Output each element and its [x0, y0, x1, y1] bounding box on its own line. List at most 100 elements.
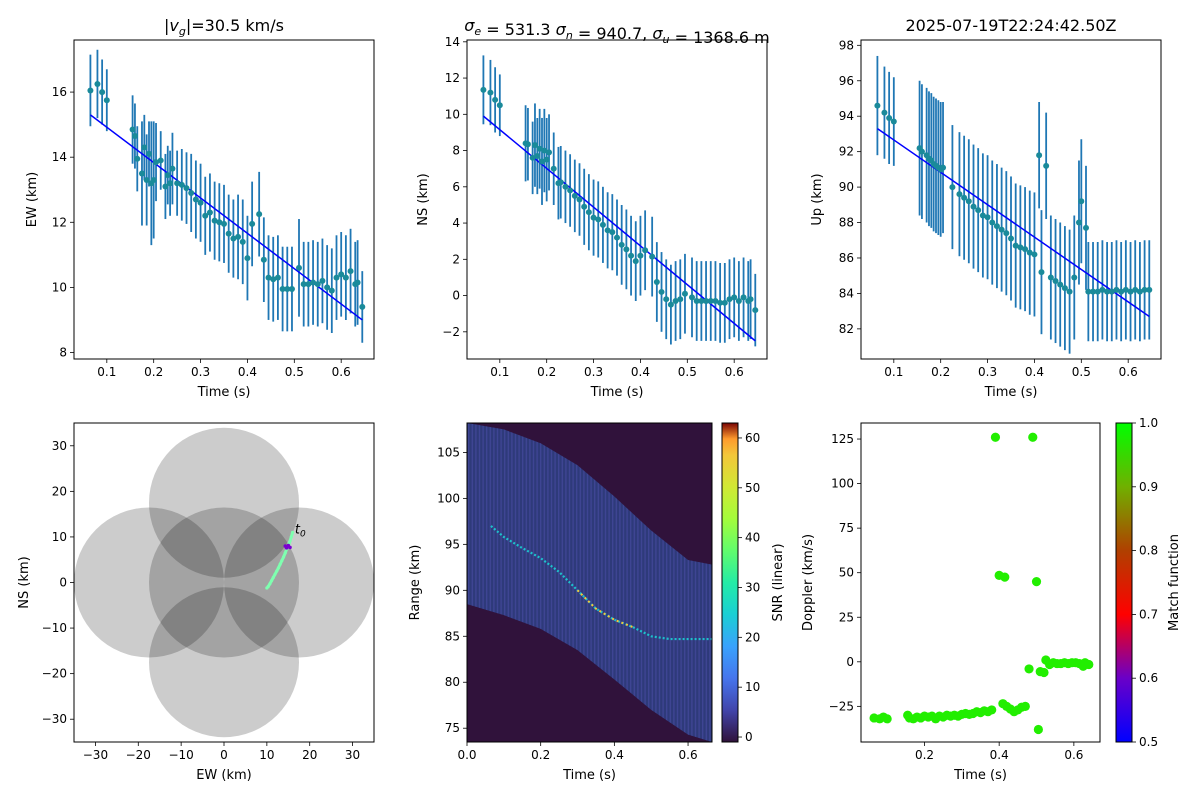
- y-tick-label: 2: [452, 252, 460, 266]
- data-point: [576, 196, 583, 203]
- data-point: [1036, 152, 1043, 159]
- x-tick-label: −10: [168, 748, 193, 762]
- track-point: [265, 586, 269, 590]
- track-point: [288, 539, 292, 543]
- data-point: [305, 281, 312, 288]
- data-point: [698, 298, 705, 304]
- data-point: [492, 96, 499, 103]
- data-point: [653, 278, 660, 285]
- data-point: [1078, 198, 1085, 205]
- colorbar-tick-label: 1.0: [1139, 416, 1158, 430]
- y-axis-label: Doppler (km/s): [801, 534, 816, 631]
- data-point: [153, 159, 160, 166]
- data-point: [103, 97, 110, 104]
- data-point: [244, 255, 251, 262]
- data-point: [731, 294, 738, 301]
- colorbar-tick-label: 40: [745, 531, 760, 545]
- data-point: [1043, 162, 1050, 169]
- data-point: [211, 217, 218, 224]
- colorbar-tick-label: 60: [745, 431, 760, 445]
- data-point: [693, 298, 700, 304]
- data-point: [1031, 251, 1038, 258]
- data-point: [1008, 235, 1014, 242]
- x-tick-label: 0.4: [990, 748, 1009, 762]
- data-point: [1003, 230, 1010, 237]
- y-tick-label: 85: [445, 629, 460, 643]
- data-point: [319, 277, 326, 284]
- data-point: [265, 274, 272, 281]
- colorbar-tick-label: 0: [745, 730, 753, 744]
- x-tick-label: 10: [259, 748, 274, 762]
- y-axis-label: NS (km): [17, 556, 32, 608]
- data-point: [174, 180, 181, 187]
- data-point: [890, 118, 897, 125]
- data-point: [677, 296, 684, 303]
- y-tick-label: 82: [839, 322, 854, 336]
- colorbar-tick-label: 0.7: [1139, 607, 1158, 621]
- data-point: [550, 165, 557, 172]
- x-tick-label: −30: [83, 748, 108, 762]
- data-point: [178, 181, 185, 188]
- y-tick-label: 50: [839, 566, 854, 580]
- y-tick-label: 98: [839, 38, 854, 52]
- data-point: [338, 271, 345, 278]
- x-tick-label: 0.2: [144, 365, 163, 379]
- track-point: [269, 579, 274, 583]
- data-point: [480, 86, 487, 93]
- y-tick-label: 6: [452, 180, 460, 194]
- data-point: [970, 203, 977, 210]
- data-point: [531, 142, 538, 149]
- plot-frame: [466, 39, 768, 360]
- data-point: [989, 219, 996, 226]
- colorbar-label: Match function: [1167, 534, 1182, 631]
- data-point: [314, 281, 321, 288]
- fit-line: [89, 114, 363, 321]
- y-tick-label: 10: [52, 280, 67, 294]
- data-point: [599, 221, 606, 228]
- data-point: [1066, 288, 1073, 295]
- x-axis-label: Time (s): [562, 768, 616, 783]
- x-tick-label: 0.2: [931, 365, 950, 379]
- track-point: [280, 559, 284, 563]
- doppler-point: [1084, 659, 1094, 670]
- track-point: [273, 572, 277, 576]
- data-point: [1017, 244, 1024, 251]
- data-point: [562, 183, 569, 190]
- data-point: [162, 183, 169, 190]
- y-tick-label: 86: [839, 251, 854, 265]
- data-point: [529, 154, 536, 161]
- colorbar-tick-label: 0.5: [1139, 735, 1158, 749]
- data-point: [539, 158, 545, 165]
- doppler-point: [1000, 572, 1010, 582]
- x-tick-label: 0.4: [1025, 365, 1044, 379]
- data-point: [581, 203, 588, 210]
- colorbar-tick-label: 0.9: [1139, 480, 1158, 494]
- data-point: [202, 212, 209, 219]
- match-colorbar: [1115, 422, 1133, 743]
- y-tick-label: 0: [59, 576, 67, 590]
- plot-frame: [860, 422, 1101, 743]
- data-point: [984, 214, 991, 221]
- data-point: [703, 298, 710, 304]
- x-tick-label: 0.3: [584, 365, 603, 379]
- y-tick-label: 14: [445, 35, 460, 49]
- track-point: [275, 569, 279, 573]
- data-point: [1083, 224, 1089, 231]
- heatmap-layer: [467, 423, 712, 742]
- x-tick-label: 0.5: [1072, 365, 1091, 379]
- data-point: [284, 286, 291, 293]
- data-point: [324, 284, 331, 291]
- y-tick-label: 75: [839, 521, 854, 535]
- data-point: [961, 194, 968, 201]
- track-point: [281, 555, 286, 559]
- data-point: [740, 294, 747, 301]
- data-point: [183, 185, 190, 192]
- data-point: [949, 184, 956, 191]
- data-point: [1127, 288, 1134, 295]
- y-tick-label: 12: [52, 215, 67, 229]
- data-point: [1026, 249, 1033, 256]
- y-tick-label: 8: [59, 345, 67, 359]
- y-tick-label: 10: [445, 107, 460, 121]
- y-tick-label: 100: [437, 491, 460, 505]
- data-point: [1122, 286, 1129, 293]
